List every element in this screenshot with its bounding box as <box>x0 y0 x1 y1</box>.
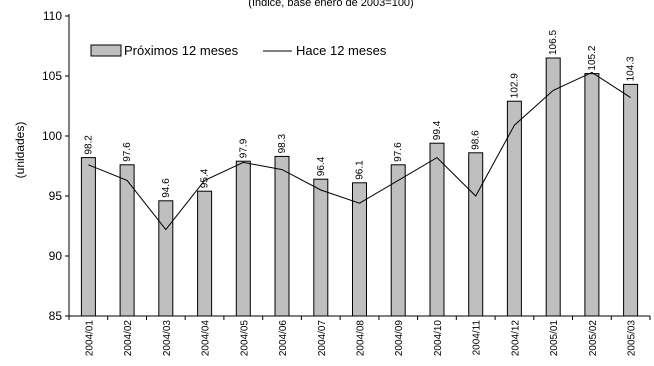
bar-2004/07 <box>313 178 329 317</box>
y-tick-label-85: 85 <box>49 309 63 323</box>
data-label-2004/03: 94.6 <box>161 178 172 198</box>
bar-2005/02 <box>584 73 600 317</box>
bar-2004/11 <box>468 152 484 317</box>
data-label-2004/09: 97.6 <box>393 142 404 162</box>
data-label-2004/04: 95.4 <box>200 168 211 188</box>
data-label-2004/06: 98.3 <box>277 133 288 153</box>
legend-label-line: Hace 12 meses <box>296 43 387 58</box>
data-label-2004/10: 99.4 <box>432 120 443 140</box>
x-tick-label-2004/11: 2004/11 <box>472 320 483 356</box>
data-labels: 98.2 97.6 94.6 95.4 97.9 98.3 96.4 96.1 97.6 99.4… <box>83 30 636 198</box>
data-label-2004/08: 96.1 <box>355 160 366 180</box>
y-tick-label-100: 100 <box>42 129 62 143</box>
data-label-2004/02: 97.6 <box>122 142 133 162</box>
legend: Próximos 12 meses Hace 12 meses <box>90 43 387 58</box>
y-tick-label-105: 105 <box>42 69 62 83</box>
x-tick-label-2004/12: 2004/12 <box>510 320 521 357</box>
x-tick-label-2004/10: 2004/10 <box>433 320 444 357</box>
y-tick-label-95: 95 <box>49 189 63 203</box>
y-tick-label-90: 90 <box>49 249 63 263</box>
data-label-2004/07: 96.4 <box>316 156 327 176</box>
x-tick-label-2004/07: 2004/07 <box>317 320 328 357</box>
legend-swatch-bar <box>90 44 122 57</box>
legend-label-bar: Próximos 12 meses <box>124 43 239 58</box>
data-label-2005/03: 104.3 <box>626 56 637 81</box>
data-label-2005/02: 105.2 <box>587 45 598 70</box>
bar-2004/04 <box>197 190 213 317</box>
data-label-2004/11: 98.6 <box>471 130 482 150</box>
x-tick-label-2004/08: 2004/08 <box>356 320 367 357</box>
bar-2005/01 <box>545 57 561 317</box>
bar-2005/03 <box>623 83 639 317</box>
y-tick-label-110: 110 <box>43 9 62 23</box>
data-label-2004/12: 102.9 <box>509 73 520 98</box>
x-tick-label-2004/05: 2004/05 <box>239 320 250 357</box>
x-tick-label-2004/09: 2004/09 <box>394 320 405 357</box>
x-tick-label-2004/06: 2004/06 <box>278 320 289 357</box>
data-label-2004/05: 97.9 <box>238 138 249 158</box>
x-tick-label-2005/03: 2005/03 <box>627 320 638 357</box>
line-hace-12-meses <box>88 71 631 231</box>
bar-2004/05 <box>235 160 251 317</box>
data-label-2004/01: 98.2 <box>83 135 94 155</box>
x-tick-label-2005/01: 2005/01 <box>549 320 560 357</box>
bar-2004/02 <box>119 164 135 317</box>
x-tick-label-2004/03: 2004/03 <box>162 320 173 357</box>
axes: 85 90 95 100 105 110 2004/01 2004/02 2004/03 2004… <box>42 9 651 357</box>
y-axis-label: (unidades) <box>13 122 27 179</box>
x-tick-label-2004/04: 2004/04 <box>201 320 212 357</box>
bar-2004/06 <box>274 155 290 317</box>
x-tick-label-2004/01: 2004/01 <box>84 320 95 357</box>
chart-title: (Índice, base enero de 2003=100) <box>248 0 413 9</box>
line-series <box>88 71 631 231</box>
data-label-2005/01: 106.5 <box>548 30 559 55</box>
bar-2004/03 <box>158 200 174 317</box>
bar-2004/01 <box>80 157 96 317</box>
x-tick-label-2005/02: 2005/02 <box>588 320 599 357</box>
bar-2004/09 <box>390 164 406 317</box>
bar-2004/10 <box>429 142 445 317</box>
x-tick-label-2004/02: 2004/02 <box>123 320 134 357</box>
